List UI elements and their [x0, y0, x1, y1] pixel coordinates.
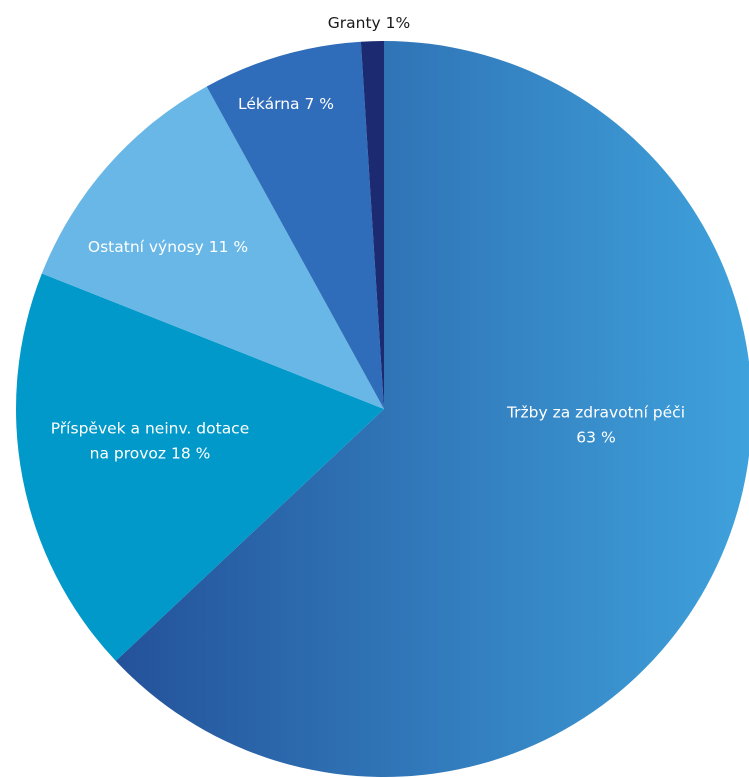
- pie-slice-2: [15, 273, 385, 661]
- slice-label-line: 63 %: [576, 429, 615, 447]
- slice-label-5: Granty 1%: [328, 14, 410, 32]
- pie-slice-4: [206, 41, 384, 409]
- slice-label-line: na provoz 18 %: [90, 445, 211, 463]
- slice-label-line: Příspěvek a neinv. dotace: [51, 420, 250, 438]
- slice-label-3: Ostatní výnosy 11 %: [88, 238, 248, 256]
- slice-label-line: Lékárna 7 %: [238, 95, 334, 113]
- pie-slice-3: [41, 86, 385, 410]
- slice-label-line: Granty 1%: [328, 14, 410, 32]
- pie-slice-5: [360, 41, 384, 409]
- slice-label-line: Ostatní výnosy 11 %: [88, 238, 248, 256]
- pie-slices: [15, 41, 749, 777]
- pie-slice-1: [115, 41, 749, 777]
- slice-label-4: Lékárna 7 %: [238, 95, 334, 113]
- pie-labels: Tržby za zdravotní péči 63 % Příspěvek a n…: [51, 14, 685, 463]
- slice-label-1: Tržby za zdravotní péči 63 %: [506, 404, 685, 447]
- slice-label-2: Příspěvek a neinv. dotace na provoz 18 %: [51, 420, 250, 463]
- slice-label-line: Tržby za zdravotní péči: [506, 404, 685, 422]
